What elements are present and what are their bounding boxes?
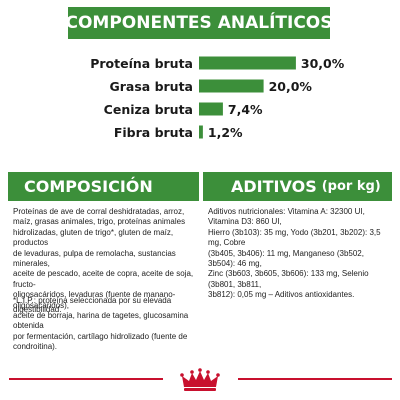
additives-banner: ADITIVOS (por kg) [203, 172, 392, 201]
footer-divider-left [9, 378, 163, 380]
composition-title: COMPOSICIÓN [24, 177, 153, 196]
category-label: Ceniza bruta [104, 102, 193, 117]
value-label: 30,0% [301, 56, 345, 71]
composition-line: condroitina). [13, 342, 58, 352]
bar [199, 125, 203, 139]
composition-line: de levaduras, pulpa de remolacha, sustan… [13, 248, 176, 269]
value-label: 20,0% [269, 79, 313, 94]
bar [199, 102, 223, 116]
composition-line: oligosacáridos, levaduras (fuente de man… [13, 290, 176, 310]
analytical-bar-chart: Proteína bruta 30,0% Grasa bruta 20,0% Ceniz… [90, 56, 345, 140]
bar [199, 56, 296, 70]
composition-line: aceite de borraja, harina de tagetes, gl… [13, 311, 189, 331]
analytical-components-title: COMPONENTES ANALÍTICOS [65, 13, 333, 33]
additives-line: Hierro (3b103): 35 mg, Yodo (3b201, 3b20… [208, 227, 381, 248]
lip-footnote: *L.I.P.: proteína seleccionada por su el… [13, 296, 172, 314]
composition-line: hidrolizadas, gluten de trigo*, gluten d… [13, 227, 174, 248]
additives-line: 3b812): 0,05 mg – Aditivos antioxidantes… [208, 290, 355, 300]
category-label: Proteína bruta [90, 56, 193, 71]
composition-banner: COMPOSICIÓN [8, 172, 199, 201]
value-label: 7,4% [228, 102, 263, 117]
crown-logo-icon [180, 368, 220, 391]
composition-line: Proteínas de ave de corral deshidratadas… [13, 207, 185, 216]
additives-text: Aditivos nutricionales: Vitamina A: 3230… [208, 207, 386, 301]
analytical-components-banner: COMPONENTES ANALÍTICOS [65, 7, 333, 39]
value-label: 1,2% [208, 125, 243, 140]
category-label: Fibra bruta [114, 125, 193, 140]
composition-line: aceite de pescado, aceite de copra, acei… [13, 269, 194, 289]
composition-text: Proteínas de ave de corral deshidratadas… [13, 207, 197, 353]
footer-divider-right [238, 378, 392, 380]
additives-title: ADITIVOS [231, 177, 317, 196]
composition-line: por fermentación, cartílago hidrolizado … [13, 331, 188, 341]
additives-line: Aditivos nutricionales: Vitamina A: 3230… [208, 207, 365, 227]
composition-line: maíz, grasas animales, trigo, proteínas … [13, 217, 186, 227]
category-label: Grasa bruta [109, 79, 193, 94]
additives-line: (3b405, 3b406): 11 mg, Manganeso (3b502,… [208, 248, 364, 269]
additives-line: Zinc (3b603, 3b605, 3b606): 133 mg, Sele… [208, 269, 369, 289]
additives-unit: (por kg) [321, 179, 381, 194]
bar [199, 79, 264, 93]
